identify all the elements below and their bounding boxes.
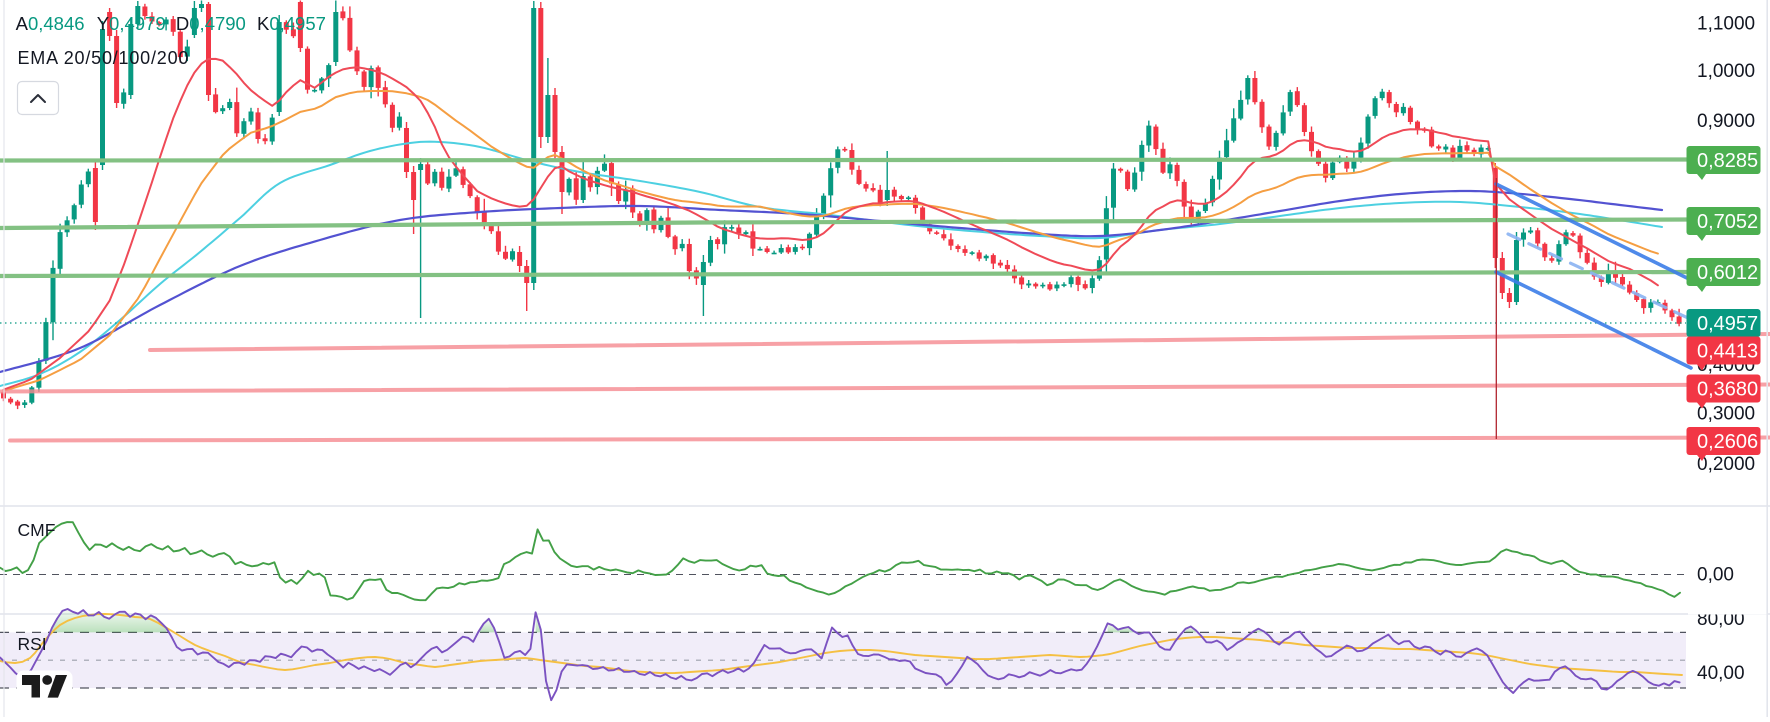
svg-text:0,7052: 0,7052: [1697, 211, 1758, 233]
svg-text:40,00: 40,00: [1697, 663, 1745, 684]
svg-text:0,4957: 0,4957: [1697, 313, 1758, 335]
svg-text:A0,4846: A0,4846: [16, 13, 85, 34]
svg-text:0,3680: 0,3680: [1697, 379, 1758, 401]
svg-text:CMF: CMF: [18, 520, 56, 540]
svg-text:D0,4790: D0,4790: [176, 13, 246, 34]
svg-text:0,3000: 0,3000: [1697, 404, 1755, 425]
svg-text:EMA 20/50/100/200: EMA 20/50/100/200: [18, 48, 190, 68]
svg-text:0,4413: 0,4413: [1697, 341, 1758, 363]
svg-text:0,00: 0,00: [1697, 565, 1734, 586]
svg-text:0,8285: 0,8285: [1697, 150, 1758, 172]
svg-text:K0,4957: K0,4957: [257, 13, 326, 34]
svg-text:1,0000: 1,0000: [1697, 61, 1755, 82]
svg-text:0,2606: 0,2606: [1697, 431, 1758, 453]
svg-text:0,2000: 0,2000: [1697, 454, 1755, 475]
svg-text:0,9000: 0,9000: [1697, 111, 1755, 132]
svg-text:0,6012: 0,6012: [1697, 262, 1758, 284]
svg-text:Y0,4979: Y0,4979: [97, 13, 166, 34]
svg-text:RSI: RSI: [18, 634, 47, 654]
svg-text:1,1000: 1,1000: [1697, 14, 1755, 35]
